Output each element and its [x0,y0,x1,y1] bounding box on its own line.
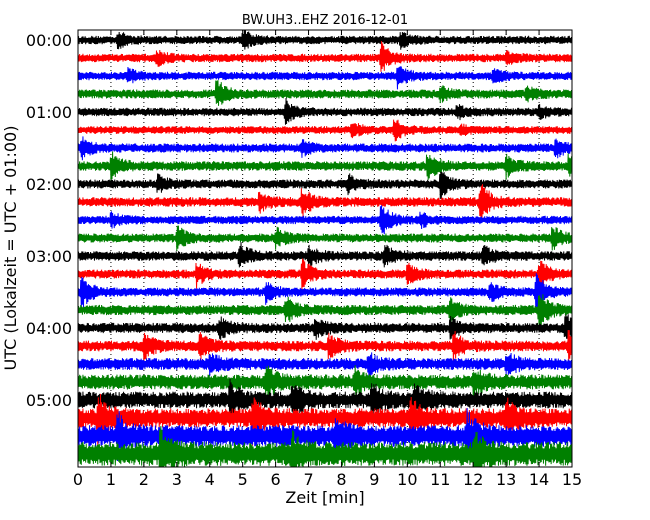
trace-0215 [78,184,572,220]
trace-0000 [78,30,572,50]
x-tick-label: 15 [562,470,582,489]
trace-0430 [78,352,572,378]
trace-0515 [78,393,572,447]
y-axis-label: UTC (Lokalzeit = UTC + 01:00) [1,126,20,371]
x-tick-label: 8 [336,470,346,489]
y-tick-label: 05:00 [26,391,72,410]
trace-0030 [78,66,572,90]
x-axis: 0 1 2 3 4 5 6 7 8 9 10 11 12 13 14 15 [73,30,582,489]
x-tick-label: 0 [73,470,83,489]
x-tick-label: 11 [430,470,450,489]
x-tick-label: 2 [139,470,149,489]
trace-0300 [78,242,572,268]
trace-0330 [78,273,572,312]
y-axis: 00:00 01:00 02:00 03:00 04:00 05:00 [26,31,83,410]
trace-0445 [78,365,572,400]
y-tick-label: 02:00 [26,175,72,194]
trace-0500 [78,378,572,423]
trace-0100 [78,98,572,125]
x-tick-label: 7 [303,470,313,489]
trace-0115 [78,119,572,142]
x-tick-label: 3 [172,470,182,489]
y-tick-label: 03:00 [26,247,72,266]
x-tick-label: 10 [397,470,417,489]
chart-title: BW.UH3..EHZ 2016-12-01 [242,13,408,28]
x-axis-label: Zeit [min] [285,488,364,507]
x-tick-label: 4 [205,470,215,489]
x-tick-label: 9 [369,470,379,489]
trace-0345 [78,294,572,332]
y-tick-label: 04:00 [26,319,72,338]
trace-0400 [78,314,572,340]
trace-0045 [78,80,572,106]
y-tick-label: 01:00 [26,103,72,122]
plot-frame [77,29,573,468]
x-tick-label: 14 [529,470,549,489]
x-tick-label: 6 [271,470,281,489]
trace-group [78,30,572,467]
x-tick-label: 1 [106,470,116,489]
trace-0015 [78,41,572,72]
x-tick-label: 5 [238,470,248,489]
trace-0315 [78,258,572,292]
trace-0200 [78,171,572,199]
trace-0545 [78,425,572,467]
trace-0245 [78,225,572,251]
trace-0145 [78,151,572,182]
y-tick-label: 00:00 [26,31,72,50]
x-tick-label: 13 [496,470,516,489]
trace-0230 [78,205,572,235]
trace-0415 [78,330,572,364]
x-tick-label: 12 [463,470,483,489]
trace-0130 [78,136,572,161]
